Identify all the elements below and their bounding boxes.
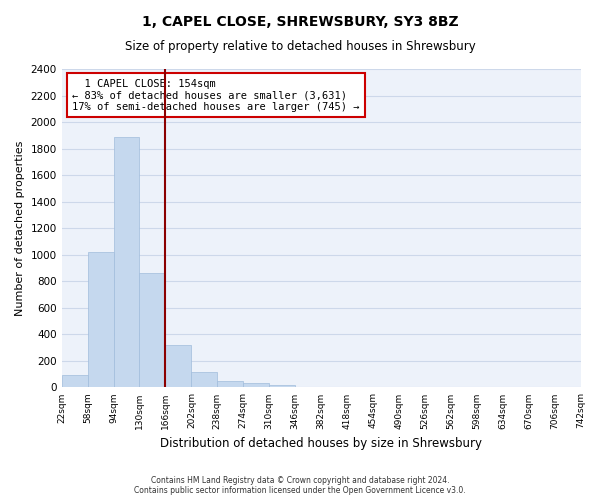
Text: Size of property relative to detached houses in Shrewsbury: Size of property relative to detached ho…: [125, 40, 475, 53]
Bar: [243, 384, 269, 388]
Bar: [139, 274, 166, 388]
Text: 1 CAPEL CLOSE: 154sqm
← 83% of detached houses are smaller (3,631)
17% of semi-d: 1 CAPEL CLOSE: 154sqm ← 83% of detached …: [72, 78, 359, 112]
X-axis label: Distribution of detached houses by size in Shrewsbury: Distribution of detached houses by size …: [160, 437, 482, 450]
Bar: [269, 385, 295, 388]
Bar: [113, 136, 139, 388]
Bar: [217, 381, 243, 388]
Text: 1, CAPEL CLOSE, SHREWSBURY, SY3 8BZ: 1, CAPEL CLOSE, SHREWSBURY, SY3 8BZ: [142, 15, 458, 29]
Bar: [191, 372, 217, 388]
Text: Contains HM Land Registry data © Crown copyright and database right 2024.
Contai: Contains HM Land Registry data © Crown c…: [134, 476, 466, 495]
Bar: [88, 252, 113, 388]
Bar: [166, 345, 191, 388]
Y-axis label: Number of detached properties: Number of detached properties: [15, 140, 25, 316]
Bar: [62, 376, 88, 388]
